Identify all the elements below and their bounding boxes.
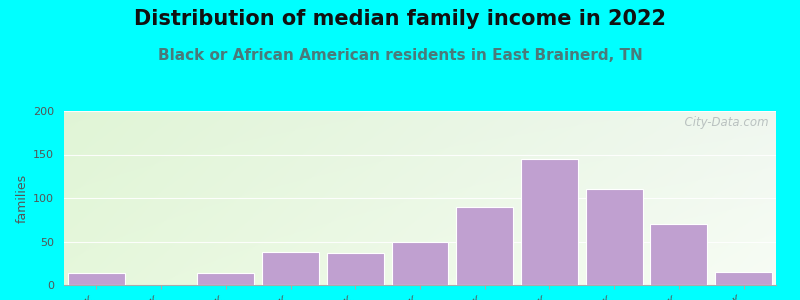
Bar (391, 242, 449, 285)
Text: Black or African American residents in East Brainerd, TN: Black or African American residents in E… (158, 48, 642, 63)
Bar (715, 272, 772, 285)
Bar (198, 273, 254, 285)
Bar (650, 224, 707, 285)
Text: Distribution of median family income in 2022: Distribution of median family income in … (134, 9, 666, 29)
Bar (326, 253, 384, 285)
Bar (456, 207, 514, 285)
Bar (262, 252, 319, 285)
Bar (586, 189, 642, 285)
Bar (521, 159, 578, 285)
Bar (68, 273, 125, 285)
Y-axis label: families: families (16, 173, 29, 223)
Text: City-Data.com: City-Data.com (678, 116, 769, 129)
